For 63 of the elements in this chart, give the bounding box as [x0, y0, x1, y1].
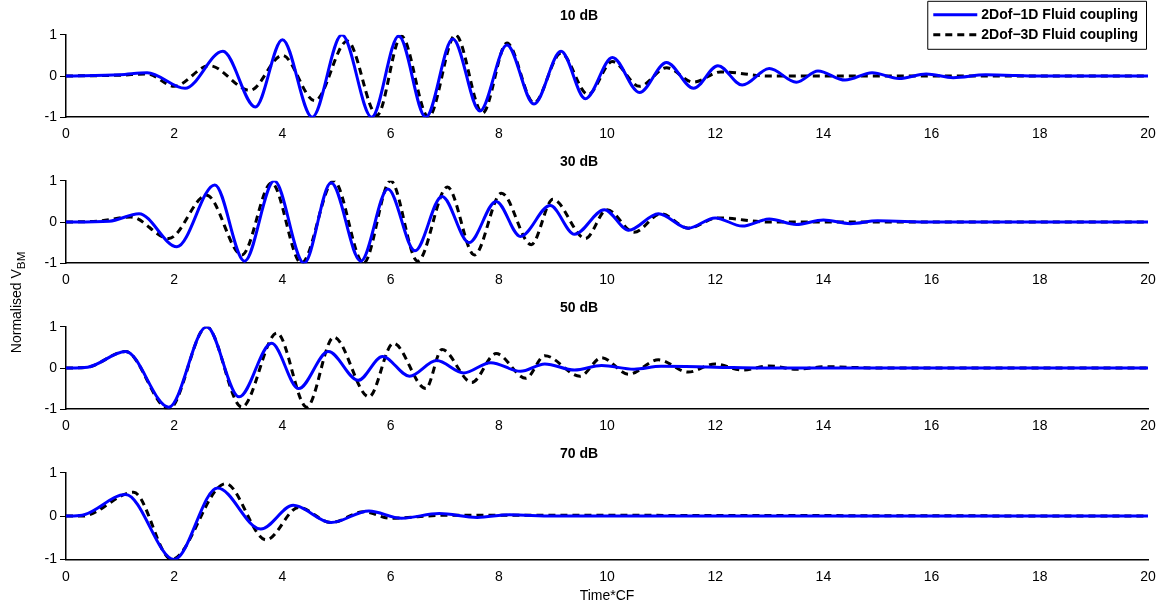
- legend-label: 2Dof−3D Fluid coupling: [981, 25, 1139, 42]
- x-tick-label: 16: [923, 125, 940, 142]
- x-tick-label: 2: [170, 125, 179, 142]
- x-tick-label: 18: [1032, 417, 1048, 434]
- x-tick-label: 12: [707, 125, 724, 142]
- x-tick-label: 18: [1032, 271, 1048, 288]
- x-tick-label: 10: [599, 417, 615, 434]
- x-tick-label: 12: [707, 567, 724, 584]
- x-tick-label: 20: [1140, 271, 1156, 288]
- x-tick-label: 10: [599, 271, 615, 288]
- x-tick-label: 14: [815, 125, 832, 142]
- y-tick-label: -1: [44, 550, 58, 567]
- y-tick-label: 0: [49, 358, 58, 375]
- x-tick-label: 4: [278, 271, 287, 288]
- x-axis-title: Time*CF: [579, 587, 635, 604]
- x-tick-label: 10: [599, 125, 615, 142]
- y-tick-label: 1: [49, 317, 58, 334]
- x-tick-label: 8: [494, 125, 503, 142]
- x-tick-label: 14: [815, 417, 832, 434]
- y-tick-label: -1: [44, 108, 58, 125]
- y-tick-label: 1: [49, 171, 58, 188]
- x-tick-label: 12: [707, 417, 724, 434]
- x-tick-label: 14: [815, 567, 832, 584]
- x-tick-label: 14: [815, 271, 832, 288]
- legend-label: 2Dof−1D Fluid coupling: [981, 5, 1139, 22]
- x-tick-label: 6: [386, 417, 395, 434]
- x-tick-label: 20: [1140, 417, 1156, 434]
- x-tick-label: 16: [923, 567, 940, 584]
- x-tick-label: 0: [62, 271, 71, 288]
- x-tick-label: 20: [1140, 567, 1156, 584]
- x-tick-label: 18: [1032, 125, 1048, 142]
- chart-title: 10 dB: [559, 7, 599, 24]
- y-tick-label: 1: [49, 25, 58, 42]
- x-tick-label: 16: [923, 417, 940, 434]
- x-tick-label: 2: [170, 417, 179, 434]
- chart-title: 70 dB: [559, 445, 599, 462]
- x-tick-label: 20: [1140, 125, 1156, 142]
- x-tick-label: 6: [386, 271, 395, 288]
- chart-title: 50 dB: [559, 299, 599, 316]
- x-tick-label: 0: [62, 125, 71, 142]
- x-tick-label: 6: [386, 125, 395, 142]
- x-tick-label: 16: [923, 271, 940, 288]
- y-tick-label: 0: [49, 66, 58, 83]
- y-tick-label: 0: [49, 212, 58, 229]
- y-tick-label: -1: [44, 254, 58, 271]
- x-tick-label: 4: [278, 125, 287, 142]
- chart-title: 30 dB: [559, 153, 599, 170]
- x-tick-label: 0: [62, 567, 71, 584]
- x-tick-label: 8: [494, 271, 503, 288]
- x-tick-label: 0: [62, 417, 71, 434]
- y-tick-label: -1: [44, 400, 58, 417]
- x-tick-label: 2: [170, 271, 179, 288]
- x-tick-label: 8: [494, 567, 503, 584]
- y-tick-label: 1: [49, 463, 58, 480]
- x-tick-label: 4: [278, 567, 287, 584]
- x-tick-label: 8: [494, 417, 503, 434]
- x-tick-label: 2: [170, 567, 179, 584]
- x-tick-label: 10: [599, 567, 615, 584]
- x-tick-label: 12: [707, 271, 724, 288]
- x-tick-label: 4: [278, 417, 287, 434]
- y-tick-label: 0: [49, 506, 58, 523]
- x-tick-label: 6: [386, 567, 395, 584]
- x-tick-label: 18: [1032, 567, 1048, 584]
